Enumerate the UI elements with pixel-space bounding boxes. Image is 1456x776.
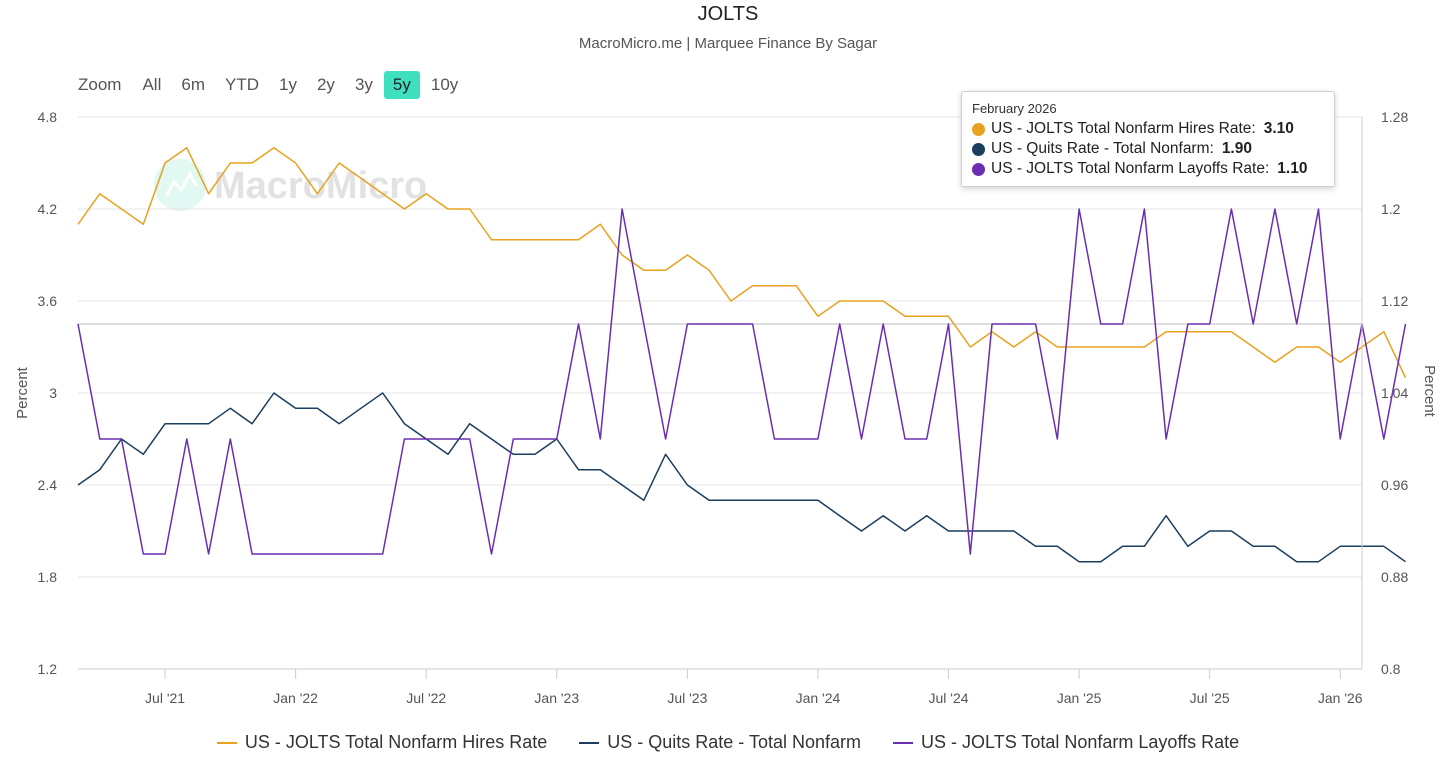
- y-right-tick-label: 1.2: [1381, 201, 1401, 217]
- zoom-label: Zoom: [78, 75, 122, 94]
- y-left-tick-label: 3: [49, 385, 57, 401]
- tooltip-row-layoffs: US - JOLTS Total Nonfarm Layoffs Rate: 1…: [972, 159, 1324, 179]
- zoom-1y-button[interactable]: 1y: [279, 75, 297, 94]
- x-tick-label: Jan '25: [1057, 690, 1102, 706]
- tooltip-value: 1.10: [1277, 160, 1308, 177]
- y-left-tick-label: 1.2: [38, 661, 58, 677]
- tooltip-label: US - JOLTS Total Nonfarm Layoffs Rate:: [991, 160, 1270, 177]
- zoom-bar: Zoom All 6m YTD 1y 2y 3y 5y 10y: [78, 70, 469, 100]
- x-tick-label: Jul '21: [145, 690, 185, 706]
- legend-item-hires[interactable]: US - JOLTS Total Nonfarm Hires Rate: [216, 732, 548, 753]
- y-left-axis-title: Percent: [14, 366, 31, 419]
- legend-label: US - JOLTS Total Nonfarm Hires Rate: [244, 732, 548, 752]
- tooltip-row-hires: US - JOLTS Total Nonfarm Hires Rate: 3.1…: [972, 119, 1324, 139]
- quits-dot-icon: [972, 142, 985, 156]
- legend-item-layoffs[interactable]: US - JOLTS Total Nonfarm Layoffs Rate: [893, 732, 1239, 753]
- us-jolts-total-nonfarm-layoffs-rate-line: [77, 208, 1407, 555]
- y-right-axis-title: Percent: [1421, 365, 1438, 418]
- legend-item-quits[interactable]: US - Quits Rate - Total Nonfarm: [579, 732, 861, 753]
- tooltip-label: US - JOLTS Total Nonfarm Hires Rate:: [991, 120, 1256, 137]
- x-tick-label: Jan '24: [796, 690, 841, 706]
- watermark-circle: [154, 159, 206, 211]
- hires-dot-icon: [972, 122, 985, 136]
- watermark-text: MacroMicro: [214, 165, 427, 207]
- us-jolts-total-nonfarm-hires-rate-line: [77, 146, 1407, 379]
- y-right-tick-label: 0.96: [1381, 477, 1408, 493]
- x-tick-label: Jul '23: [667, 690, 707, 706]
- chart-title: JOLTS: [697, 3, 759, 25]
- x-tick-label: Jan '26: [1318, 690, 1363, 706]
- legend-label: US - Quits Rate - Total Nonfarm: [607, 732, 862, 752]
- zoom-6m-button[interactable]: 6m: [181, 75, 205, 94]
- y-left-tick-label: 3.6: [38, 293, 58, 309]
- y-left-tick-label: 1.8: [38, 569, 58, 585]
- legend-label: US - JOLTS Total Nonfarm Layoffs Rate: [921, 732, 1240, 752]
- zoom-5y-button[interactable]: 5y: [383, 71, 420, 99]
- y-left-tick-label: 4.2: [38, 201, 58, 217]
- x-tick-label: Jul '24: [928, 690, 968, 706]
- x-tick-label: Jul '25: [1190, 690, 1230, 706]
- quits-line-icon: [579, 741, 600, 744]
- layoffs-dot-icon: [972, 162, 985, 176]
- hires-line-icon: [216, 741, 237, 744]
- watermark-mark: [164, 170, 198, 197]
- tooltip-value: 1.90: [1221, 140, 1252, 157]
- zoom-3y-button[interactable]: 3y: [354, 75, 373, 94]
- y-right-tick-label: 1.12: [1381, 293, 1408, 309]
- x-tick-label: Jan '22: [273, 690, 318, 706]
- y-right-tick-label: 0.88: [1381, 569, 1408, 585]
- tooltip-date: February 2026: [972, 101, 1057, 116]
- chart-legend: US - JOLTS Total Nonfarm Hires Rate US -…: [0, 732, 1456, 753]
- hover-tooltip: February 2026 US - JOLTS Total Nonfarm H…: [961, 91, 1335, 187]
- us-quits-rate-total-nonfarm-line: [77, 392, 1406, 563]
- y-right-tick-label: 1.28: [1381, 109, 1408, 125]
- chart-subtitle: MacroMicro.me | Marquee Finance By Sagar: [578, 35, 878, 52]
- tooltip-value: 3.10: [1263, 120, 1294, 137]
- y-right-tick-label: 0.8: [1381, 661, 1401, 677]
- y-left-tick-label: 4.8: [38, 109, 58, 125]
- x-tick-label: Jan '23: [534, 690, 579, 706]
- watermark-logo: MacroMicro: [154, 159, 427, 211]
- zoom-all-button[interactable]: All: [142, 75, 162, 94]
- y-right-tick-label: 1.04: [1381, 385, 1408, 401]
- zoom-2y-button[interactable]: 2y: [316, 75, 335, 94]
- zoom-ytd-button[interactable]: YTD: [225, 75, 259, 94]
- layoffs-line-icon: [893, 741, 914, 744]
- y-left-tick-label: 2.4: [38, 477, 58, 493]
- tooltip-label: US - Quits Rate - Total Nonfarm:: [991, 140, 1214, 157]
- tooltip-row-quits: US - Quits Rate - Total Nonfarm: 1.90: [972, 139, 1324, 159]
- x-tick-label: Jul '22: [406, 690, 446, 706]
- zoom-10y-button[interactable]: 10y: [430, 75, 459, 94]
